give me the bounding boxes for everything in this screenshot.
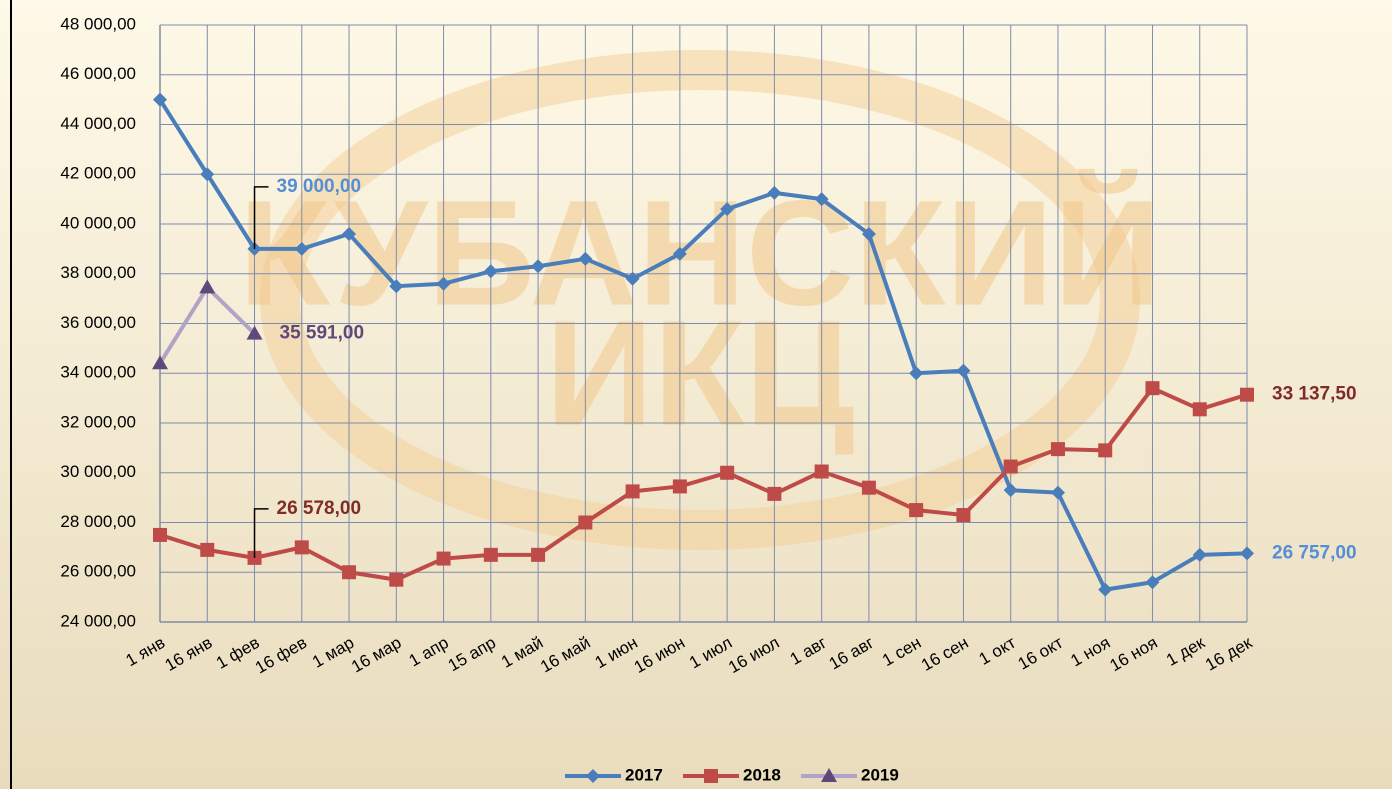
marker <box>1098 443 1112 457</box>
y-tick-label: 40 000,00 <box>60 213 136 232</box>
marker <box>1051 442 1065 456</box>
y-tick-label: 24 000,00 <box>60 611 136 630</box>
legend-label: 2018 <box>743 765 781 784</box>
marker <box>1145 381 1159 395</box>
marker <box>389 573 403 587</box>
y-tick-label: 36 000,00 <box>60 313 136 332</box>
data-label: 26 757,00 <box>1272 542 1357 563</box>
marker <box>1193 402 1207 416</box>
marker <box>342 565 356 579</box>
marker <box>767 487 781 501</box>
marker <box>720 466 734 480</box>
marker <box>1004 460 1018 474</box>
marker <box>153 528 167 542</box>
data-label: 33 137,50 <box>1272 384 1357 405</box>
y-tick-label: 26 000,00 <box>60 562 136 581</box>
marker <box>484 548 498 562</box>
marker <box>673 479 687 493</box>
legend-label: 2017 <box>625 765 663 784</box>
marker <box>200 543 214 557</box>
legend-label: 2019 <box>861 765 899 784</box>
watermark-line: ИКЦ <box>546 289 855 457</box>
marker <box>956 508 970 522</box>
marker <box>862 481 876 495</box>
marker <box>295 540 309 554</box>
y-tick-label: 34 000,00 <box>60 363 136 382</box>
y-tick-label: 44 000,00 <box>60 114 136 133</box>
marker <box>1240 388 1254 402</box>
data-label: 26 578,00 <box>277 498 362 519</box>
data-label: 35 591,00 <box>280 323 365 344</box>
chart: КУБАНСКИЙ ИКЦ 24 000,0026 000,0028 000,0… <box>0 0 1392 789</box>
y-tick-label: 46 000,00 <box>60 64 136 83</box>
y-tick-label: 42 000,00 <box>60 164 136 183</box>
legend-marker <box>704 769 718 783</box>
marker <box>626 484 640 498</box>
y-tick-label: 48 000,00 <box>60 14 136 33</box>
y-tick-label: 32 000,00 <box>60 412 136 431</box>
marker <box>578 516 592 530</box>
y-tick-label: 28 000,00 <box>60 512 136 531</box>
marker <box>909 503 923 517</box>
marker <box>815 465 829 479</box>
y-tick-label: 30 000,00 <box>60 462 136 481</box>
y-tick-label: 38 000,00 <box>60 263 136 282</box>
data-label: 39 000,00 <box>277 176 362 197</box>
marker <box>531 548 545 562</box>
marker <box>437 552 451 566</box>
